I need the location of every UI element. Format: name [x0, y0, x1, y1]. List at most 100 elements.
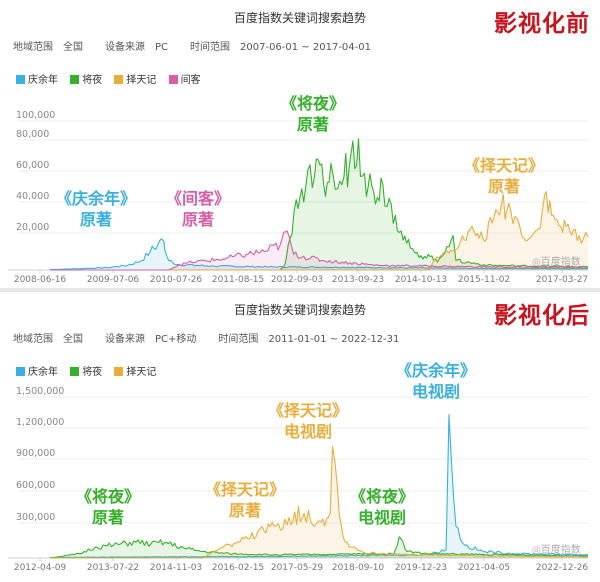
annotation-line: 《择天记》: [205, 480, 286, 499]
x-tick-label: 2012-04-09: [14, 563, 67, 573]
series-area: [50, 536, 588, 558]
x-tick-label: 2015-11-02: [458, 275, 510, 285]
legend-swatch: [114, 75, 124, 84]
legend-label: 庆余年: [28, 75, 58, 86]
legend-label: 将夜: [82, 367, 103, 378]
legend-item[interactable]: 庆余年: [16, 363, 58, 378]
annotation-jiangye-novel: 《将夜》 原著: [76, 486, 140, 528]
badge-before: 影视化前: [494, 10, 590, 37]
x-tick-label: 2014-11-03: [150, 563, 202, 573]
x-tick-label: 2011-08-15: [212, 275, 264, 285]
annotation-line: 原著: [80, 210, 113, 229]
annotation-line: 原著: [182, 210, 215, 229]
baidu-index-watermark: ◎百度指数: [532, 545, 581, 556]
region-label: 地域范围: [13, 334, 53, 345]
chart-legend: 庆余年 将夜 择天记: [16, 363, 165, 378]
x-tick-label: 2022-12-26: [536, 563, 589, 573]
series-line: [49, 536, 588, 559]
legend-label: 间客: [180, 75, 201, 86]
x-tick-label: 2017-05-29: [271, 563, 324, 573]
range-label: 时间范围: [218, 334, 259, 345]
annotation-line: 《将夜》: [350, 487, 415, 506]
badge-after: 影视化后: [494, 302, 590, 329]
chart-meta: 地域范围 全国 设备来源 PC+移动 时间范围 2011-01-01 ~ 2022-12-…: [13, 330, 409, 345]
x-tick-label: 2013-07-22: [87, 563, 139, 573]
annotation-line: 《将夜》: [76, 487, 141, 506]
y-tick-label: 900,000: [16, 448, 55, 459]
annotation-line: 《庆余年》: [56, 189, 137, 208]
annotation-line: 原著: [488, 177, 521, 196]
annotation-zetianji-novel: 《择天记》 原著: [205, 479, 285, 521]
region-value: 全国: [63, 334, 83, 345]
series-line: [49, 414, 589, 559]
legend-label: 庆余年: [28, 367, 58, 378]
region-value: 全国: [63, 42, 83, 53]
baidu-index-watermark: ◎百度指数: [532, 257, 581, 268]
range-value: 2011-01-01 ~ 2022-12-31: [268, 334, 400, 345]
annotation-qingyunian-novel: 《庆余年》 原著: [56, 188, 136, 230]
annotation-jianke-novel: 《间客》 原著: [166, 188, 230, 230]
series-line: [50, 445, 589, 559]
series-line: [50, 230, 589, 271]
legend-item[interactable]: 间客: [168, 71, 201, 86]
legend-label: 择天记: [126, 75, 157, 86]
panel-divider: [0, 288, 600, 292]
annotation-zetianji-tv: 《择天记》 电视剧: [268, 400, 348, 442]
chart-meta: 地域范围 全国 设备来源 PC 时间范围 2007-06-01 ~ 2017-04-01: [13, 38, 381, 53]
chart-legend: 庆余年 将夜 择天记 间客: [16, 71, 210, 86]
chart-panel-before: 百度指数关键词搜索趋势 影视化前 地域范围 全国 设备来源 PC 时间范围 2007-06…: [0, 0, 600, 288]
x-tick-label: 2010-07-26: [150, 275, 203, 285]
x-tick-label: 2016-02-15: [212, 563, 264, 573]
y-tick-label: 60,000: [16, 160, 49, 171]
annotation-line: 原著: [229, 501, 262, 520]
y-tick-label: 80,000: [16, 129, 49, 140]
legend-swatch: [16, 367, 25, 376]
chart-plot-area: 100,000 80,000 60,000 40,000 20,000 2008-06-1…: [8, 110, 589, 285]
annotation-line: 原著: [92, 508, 125, 527]
legend-swatch: [70, 75, 80, 84]
chart-title: 百度指数关键词搜索趋势: [233, 303, 366, 317]
y-tick-label: 1,500,000: [16, 386, 64, 397]
region-label: 地域范围: [13, 42, 53, 53]
annotation-zetianji-novel: 《择天记》 原著: [464, 155, 544, 197]
legend-item[interactable]: 择天记: [114, 363, 156, 378]
chart-title: 百度指数关键词搜索趋势: [233, 11, 366, 25]
series-area: [50, 191, 588, 270]
y-tick-label: 100,000: [16, 110, 55, 121]
legend-item[interactable]: 将夜: [70, 363, 102, 378]
legend-item[interactable]: 将夜: [70, 71, 102, 86]
annotation-line: 原著: [297, 115, 330, 134]
series-area: [50, 414, 588, 558]
annotation-line: 电视剧: [358, 508, 407, 527]
annotation-line: 《庆余年》: [396, 361, 477, 380]
annotation-jiangye-tv: 《将夜》 电视剧: [350, 486, 414, 528]
legend-swatch: [114, 367, 124, 376]
annotation-line: 电视剧: [284, 422, 333, 441]
legend-swatch: [168, 75, 178, 84]
series-area: [50, 446, 588, 558]
legend-label: 择天记: [126, 367, 157, 378]
series-area: [50, 138, 588, 270]
legend-swatch: [16, 75, 25, 84]
series-area: [50, 231, 588, 270]
series-area: [50, 238, 588, 270]
series-line: [50, 238, 589, 271]
x-tick-label: 2009-07-06: [87, 275, 140, 285]
y-tick-label: 600,000: [16, 480, 55, 491]
x-tick-label: 2018-09-10: [332, 563, 385, 573]
source-value: PC+移动: [155, 334, 197, 345]
annotation-qingyunian-tv: 《庆余年》 电视剧: [396, 360, 476, 402]
x-tick-label: 2008-06-16: [14, 275, 67, 285]
legend-item[interactable]: 庆余年: [16, 71, 58, 86]
annotation-line: 电视剧: [412, 382, 461, 401]
annotation-line: 《将夜》: [281, 94, 346, 113]
y-tick-label: 20,000: [16, 222, 49, 233]
annotation-line: 《间客》: [166, 189, 231, 208]
source-label: 设备来源: [105, 42, 145, 53]
range-label: 时间范围: [190, 42, 231, 53]
legend-label: 将夜: [82, 75, 103, 86]
annotation-line: 《择天记》: [268, 401, 349, 420]
chart-plot-area: 1,500,000 1,200,000 900,000 600,000 300,000 2…: [8, 386, 589, 573]
y-tick-label: 300,000: [16, 512, 55, 523]
legend-item[interactable]: 择天记: [114, 71, 156, 86]
